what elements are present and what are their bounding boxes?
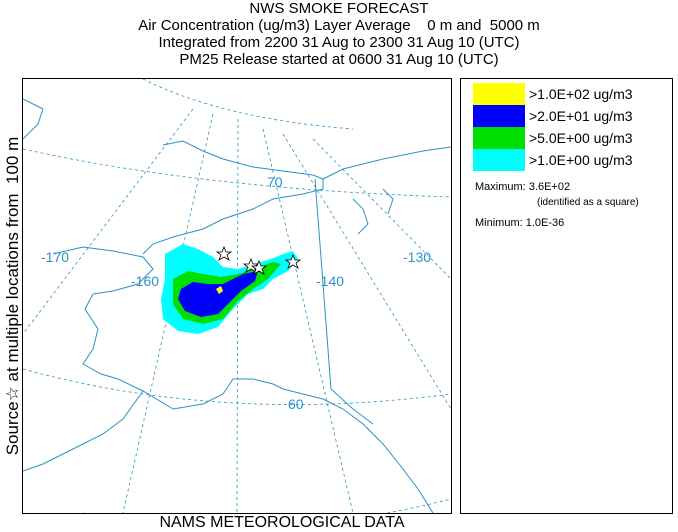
minimum-label: Minimum: 1.0E-36 (475, 217, 565, 229)
legend-item-3: >5.0E+00 ug/m3 (473, 127, 633, 149)
title-line-1: NWS SMOKE FORECAST (249, 0, 429, 17)
siberia-coast (23, 98, 44, 140)
legend-item-4: >1.0E+00 ug/m3 (473, 149, 633, 171)
plume-contour-2e1 (178, 271, 258, 317)
lon-label-130: -130 (403, 249, 431, 265)
smoke-plume (161, 244, 298, 334)
maximum-note: (identified as a square) (537, 197, 639, 208)
legend-label: >2.0E+01 ug/m3 (529, 108, 633, 124)
coastline (23, 98, 451, 513)
latitude-line-50 (83, 498, 451, 513)
legend-label: >5.0E+00 ug/m3 (529, 130, 633, 146)
latitude-line-60 (23, 368, 451, 405)
legend-swatch-green (473, 127, 525, 149)
title-line-2: Air Concentration (ug/m3) Layer Average … (138, 17, 540, 34)
longitude-line-120 (312, 138, 451, 280)
longitude-line-170 (23, 108, 194, 335)
legend-item-2: >2.0E+01 ug/m3 (473, 105, 633, 127)
legend-item-1: >1.0E+02 ug/m3 (473, 83, 633, 105)
canada-coast-north (322, 146, 451, 180)
legend-label: >1.0E+02 ug/m3 (529, 86, 633, 102)
map-panel[interactable]: -170 -160 -140 -130 70 60 (22, 78, 452, 514)
latitude-line-80 (142, 79, 354, 130)
source-star-icon (242, 257, 260, 273)
lat-label-60: 60 (288, 396, 304, 412)
source-star-icon (284, 253, 302, 269)
legend-swatch-blue (473, 105, 525, 127)
lat-label-70: 70 (267, 174, 283, 190)
legend-swatch-cyan (473, 149, 525, 171)
source-star-icon (250, 259, 268, 275)
legend-swatch-yellow (473, 83, 525, 105)
maximum-label: Maximum: 3.6E+02 (475, 181, 571, 193)
source-markers (215, 245, 302, 275)
source-star-icon (215, 245, 233, 261)
footer-label: NAMS METEOROLOGICAL DATA (159, 514, 405, 531)
map-canvas[interactable]: -170 -160 -140 -130 70 60 (23, 79, 451, 513)
lon-label-140: -140 (316, 273, 344, 289)
plume-contour-1e2 (216, 286, 223, 294)
legend-panel: >1.0E+02 ug/m3 >2.0E+01 ug/m3 >5.0E+00 u… (460, 78, 673, 514)
legend-label: >1.0E+00 ug/m3 (529, 152, 633, 168)
title-line-3: Integrated from 2200 31 Aug to 2300 31 A… (158, 34, 520, 51)
title-block: NWS SMOKE FORECAST Air Concentration (ug… (0, 0, 678, 68)
international-border (314, 178, 374, 425)
longitude-line-150 (236, 118, 239, 513)
longitude-line-130 (282, 133, 451, 410)
islands (352, 188, 394, 235)
title-line-4: PM25 Release started at 0600 31 Aug 10 (… (179, 51, 499, 68)
latitude-line-70 (23, 148, 451, 198)
lon-label-160: -160 (131, 273, 159, 289)
graticule (23, 79, 451, 513)
alaska-coast (23, 140, 434, 513)
lon-label-170: -170 (41, 249, 69, 265)
